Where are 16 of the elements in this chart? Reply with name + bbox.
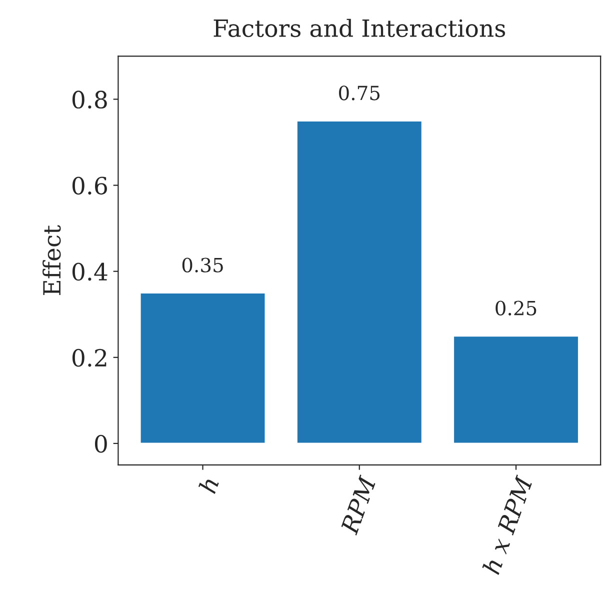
y-axis-title: Effect (42, 225, 61, 295)
bar (452, 335, 580, 444)
data-label: 0.25 (496, 300, 536, 316)
bar (296, 120, 423, 444)
x-tick-label: RPM (340, 474, 376, 536)
data-label: 0.75 (339, 86, 380, 100)
data-label: 0.35 (182, 258, 223, 272)
y-tick-label: 0.4 (72, 262, 108, 281)
chart-title: Factors and Interactions (214, 18, 506, 38)
y-tick-label: 0.6 (72, 176, 107, 195)
x-tick-label: h (198, 476, 219, 494)
x-tick-label: h x RPM (482, 474, 534, 576)
bar (139, 292, 266, 444)
y-tick-label: 0 (95, 434, 107, 453)
y-tick-label: 0.2 (72, 348, 106, 367)
y-tick-label: 0.8 (72, 90, 107, 109)
